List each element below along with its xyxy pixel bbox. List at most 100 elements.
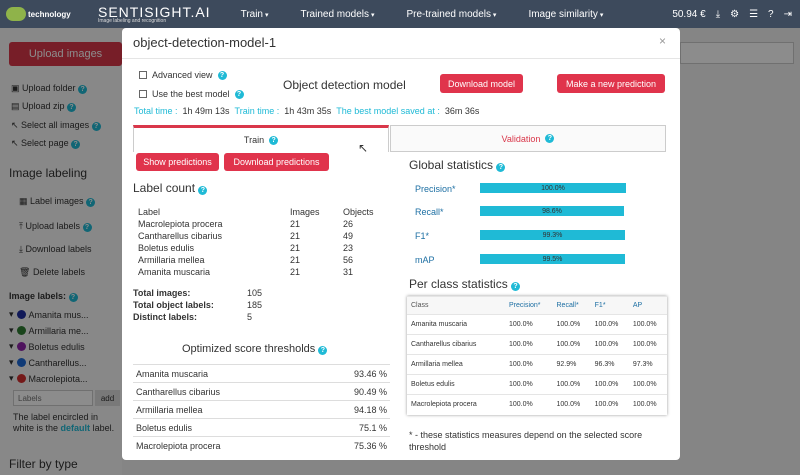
- download-labels-label: Download labels: [25, 244, 92, 254]
- table-row: Armillaria mellea 100.0% 92.9% 96.3% 97.3%: [407, 354, 667, 375]
- help-icon[interactable]: ?: [67, 103, 77, 112]
- list-icon[interactable]: ☰: [749, 8, 759, 20]
- checkbox-box[interactable]: [139, 71, 147, 79]
- cell: Macrolepiota procera: [138, 219, 223, 229]
- logout-icon[interactable]: ⇥: [783, 8, 792, 20]
- label-color-dot: [16, 310, 26, 319]
- upload-images-button[interactable]: Upload images: [9, 42, 122, 66]
- help-icon[interactable]: ?: [318, 346, 328, 355]
- cell: 56: [343, 255, 354, 265]
- cell: 100.0%: [552, 394, 591, 415]
- image-labels-heading: Image labels: ?: [9, 291, 78, 302]
- best-saved-value: 36m 36s: [444, 106, 480, 116]
- add-label-button[interactable]: add: [95, 390, 120, 406]
- cell: 23: [343, 243, 354, 253]
- stat-label-map: mAP: [415, 255, 435, 265]
- threshold-value: 93.46 %: [353, 368, 387, 379]
- help-icon[interactable]: ?: [496, 163, 506, 172]
- note-text: The label encircled in white is the: [13, 412, 99, 433]
- show-predictions-button[interactable]: Show predictions: [136, 153, 219, 171]
- label-item[interactable]: ▾ Cantharellus...: [9, 357, 87, 368]
- cell: 100.0%: [505, 354, 553, 375]
- download-labels-link[interactable]: ⤓ Download labels: [19, 244, 92, 254]
- thresholds-title: Optimized score thresholds: [182, 343, 316, 355]
- table-row: Macrolepiota procera 100.0% 100.0% 100.0% 10…: [407, 394, 667, 415]
- threshold-row: Armillaria mellea 94.18 %: [133, 400, 390, 418]
- help-icon[interactable]: ?: [91, 122, 101, 131]
- upload-labels-link[interactable]: ⤒ Upload labels ?: [19, 221, 92, 232]
- threshold-row: Boletus edulis 75.1 %: [133, 418, 390, 436]
- download-icon[interactable]: ⤓: [715, 8, 721, 20]
- total-time-value: 1h 49m 13s: [182, 106, 230, 116]
- close-icon[interactable]: ×: [658, 34, 666, 48]
- best-saved-label: The best model saved at :: [336, 106, 440, 116]
- nav-train[interactable]: Train: [241, 9, 269, 20]
- upload-zip-link[interactable]: ▤ Upload zip ?: [11, 101, 77, 112]
- label-images-link[interactable]: ▦ Label images ?: [19, 196, 96, 207]
- labels-input[interactable]: [13, 390, 93, 406]
- upload-folder-link[interactable]: ▣ Upload folder ?: [11, 83, 88, 94]
- delete-labels-link[interactable]: 🗑 Delete labels: [19, 267, 85, 277]
- tab-train[interactable]: Train ?: [133, 125, 389, 152]
- help-icon[interactable]: ?: [198, 186, 208, 195]
- help-icon[interactable]: ?: [68, 293, 78, 302]
- cell: 100.0%: [590, 394, 629, 415]
- upload-labels-label: Upload labels: [25, 221, 81, 231]
- cell: 21: [290, 231, 301, 241]
- cell: 100.0%: [505, 334, 553, 355]
- table-header-row: Class Precision* Recall* F1* AP: [407, 296, 667, 315]
- label-item[interactable]: ▾ Armillaria me...: [9, 325, 89, 336]
- help-icon[interactable]: ?: [511, 282, 521, 291]
- cell: 96.3%: [590, 354, 629, 375]
- stat-label-recall: Recall*: [415, 207, 444, 217]
- label-item[interactable]: ▾ Amanita mus...: [9, 309, 89, 320]
- help-icon[interactable]: ?: [234, 89, 244, 99]
- column-header: Objects: [343, 207, 374, 217]
- balance[interactable]: 50.94 €: [672, 8, 706, 20]
- nav-image-similarity[interactable]: Image similarity: [528, 9, 603, 20]
- upload-folder-label: Upload folder: [22, 83, 76, 93]
- cell: 100.0%: [552, 334, 591, 355]
- cell: 100.0%: [628, 374, 667, 395]
- help-icon[interactable]: ?: [269, 135, 279, 145]
- help-icon[interactable]: ?: [82, 223, 92, 232]
- select-page-link[interactable]: ↖ Select page ?: [11, 138, 81, 149]
- download-model-button[interactable]: Download model: [440, 74, 523, 93]
- cell: 21: [290, 219, 301, 229]
- main-nav: Train Trained models Pre-trained models …: [241, 9, 604, 20]
- sidebar: Upload images ▣ Upload folder ? ▤ Upload…: [0, 28, 122, 475]
- nav-trained-models[interactable]: Trained models: [300, 9, 374, 20]
- help-icon[interactable]: ?: [545, 134, 555, 143]
- label-item[interactable]: ▾ Macrolepiota...: [9, 373, 88, 384]
- tab-validation-label: Validation: [501, 133, 541, 144]
- help-icon[interactable]: ?: [71, 140, 81, 149]
- cell: Cantharellus cibarius: [407, 334, 505, 355]
- make-prediction-button[interactable]: Make a new prediction: [557, 74, 665, 93]
- cell: Amanita muscaria: [407, 314, 505, 335]
- select-all-images-link[interactable]: ↖ Select all images ?: [11, 120, 101, 131]
- tab-validation[interactable]: Validation ?: [390, 125, 666, 152]
- use-best-model-checkbox[interactable]: Use the best model ?: [139, 89, 244, 99]
- company-logo[interactable]: technology: [0, 0, 88, 28]
- help-icon[interactable]: ?: [86, 198, 96, 207]
- help-icon[interactable]: ?: [78, 85, 88, 94]
- checkbox-box[interactable]: [139, 90, 147, 98]
- mouse-cursor-icon: ↖: [358, 141, 369, 155]
- cell: 100.0%: [590, 374, 629, 395]
- threshold-value: 94.18 %: [353, 404, 387, 415]
- training-times: Total time : 1h 49m 13s Train time : 1h 43…: [134, 106, 479, 116]
- cell: 49: [343, 231, 354, 241]
- cell: Macrolepiota procera: [407, 394, 505, 415]
- cell: 100.0%: [628, 334, 667, 355]
- total-images-value: 105: [247, 288, 263, 298]
- threshold-class: Cantharellus cibarius: [136, 386, 221, 397]
- brand[interactable]: SENTISIGHT.AI Image labeling and recogni…: [98, 5, 211, 24]
- advanced-view-checkbox[interactable]: Advanced view ?: [139, 70, 227, 80]
- gear-icon[interactable]: ⚙: [730, 8, 740, 20]
- label-item[interactable]: ▾ Boletus edulis: [9, 341, 85, 352]
- help-icon[interactable]: ?: [768, 8, 774, 20]
- download-predictions-button[interactable]: Download predictions: [224, 153, 329, 171]
- cell: 100.0%: [628, 394, 667, 415]
- nav-pretrained-models[interactable]: Pre-trained models: [407, 9, 497, 20]
- help-icon[interactable]: ?: [217, 70, 227, 80]
